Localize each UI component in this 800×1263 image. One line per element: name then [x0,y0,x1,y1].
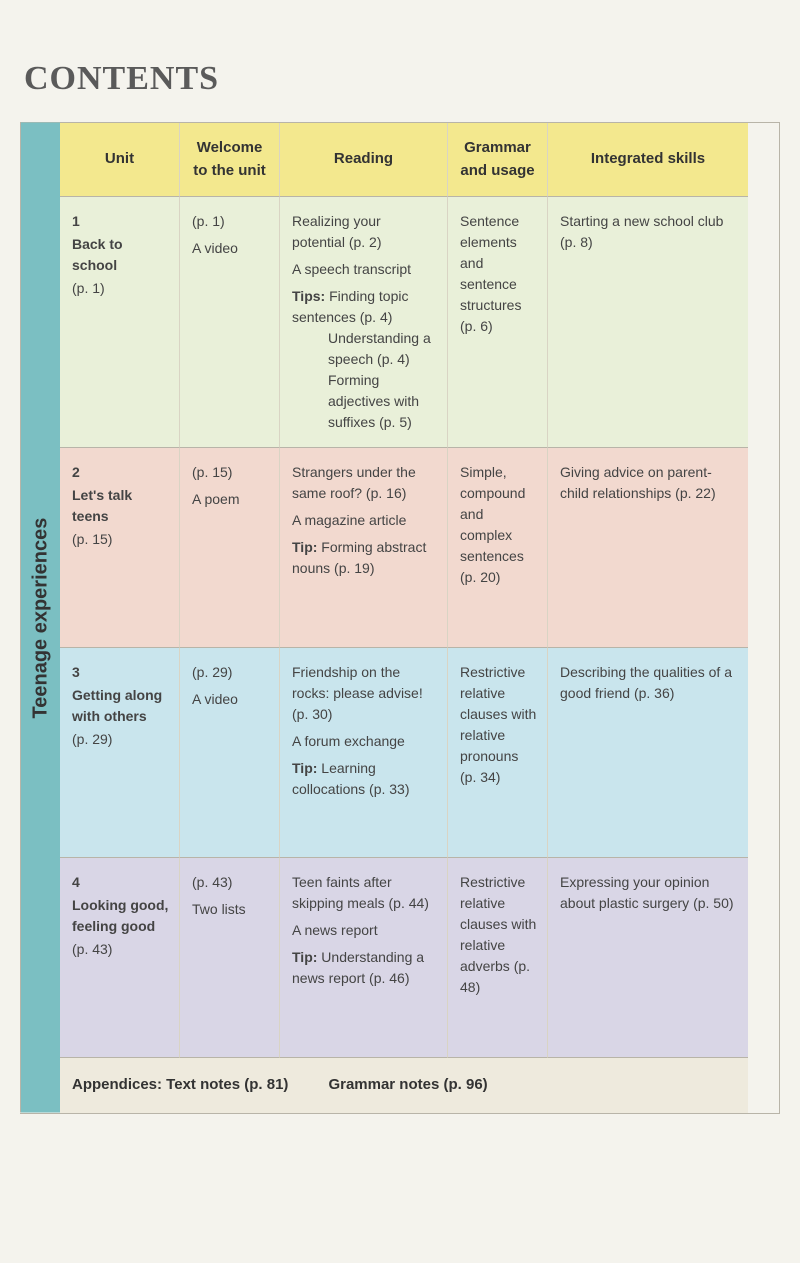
page: CONTENTS Teenage experiences Unit Welcom… [0,0,800,1154]
section-sidebar: Teenage experiences [20,123,60,1113]
welcome-page: (p. 43) [192,872,269,893]
reading-cell: Friendship on the rocks: please advise! … [280,648,448,858]
unit-name: Looking good, feeling good [72,897,168,934]
grammar-cell: Restrictive relative clauses with relati… [448,858,548,1058]
unit-number: 3 [72,662,169,683]
header-skills: Integrated skills [548,123,748,197]
grammar-cell: Restrictive relative clauses with relati… [448,648,548,858]
welcome-page: (p. 29) [192,662,269,683]
reading-cell: Realizing your potential (p. 2) A speech… [280,197,448,448]
welcome-cell: (p. 29) A video [180,648,280,858]
unit-cell: 4 Looking good, feeling good (p. 43) [60,858,180,1058]
unit-page: (p. 15) [72,529,169,550]
reading-sub: A speech transcript [292,259,437,280]
appendix-text-notes: Appendices: Text notes (p. 81) [72,1074,288,1097]
welcome-page: (p. 1) [192,211,269,232]
unit-number: 1 [72,211,169,232]
reading-sub: A news report [292,920,437,941]
skills-cell: Giving advice on parent-child relationsh… [548,448,748,648]
tips-label: Tip: [292,539,317,555]
reading-title: Teen faints after skipping meals (p. 44) [292,872,437,914]
welcome-desc: A poem [192,491,239,507]
grammar-cell: Simple, compound and complex sentences (… [448,448,548,648]
tips-label: Tip: [292,760,317,776]
welcome-desc: A video [192,691,238,707]
header-grammar: Grammar and usage [448,123,548,197]
unit-number: 2 [72,462,169,483]
appendix-grammar-notes: Grammar notes (p. 96) [328,1074,487,1097]
reading-sub: A forum exchange [292,731,437,752]
welcome-cell: (p. 15) A poem [180,448,280,648]
header-unit: Unit [60,123,180,197]
reading-cell: Strangers under the same roof? (p. 16) A… [280,448,448,648]
welcome-desc: A video [192,240,238,256]
reading-title: Strangers under the same roof? (p. 16) [292,462,437,504]
unit-cell: 1 Back to school (p. 1) [60,197,180,448]
unit-page: (p. 29) [72,729,169,750]
skills-cell: Starting a new school club (p. 8) [548,197,748,448]
header-welcome: Welcome to the unit [180,123,280,197]
reading-title: Friendship on the rocks: please advise! … [292,662,437,725]
appendix-row: Appendices: Text notes (p. 81) Grammar n… [60,1058,748,1113]
unit-cell: 3 Getting along with others (p. 29) [60,648,180,858]
unit-name: Getting along with others [72,687,162,724]
unit-page: (p. 1) [72,278,169,299]
grammar-cell: Sentence elements and sentence structure… [448,197,548,448]
skills-cell: Expressing your opinion about plastic su… [548,858,748,1058]
welcome-cell: (p. 43) Two lists [180,858,280,1058]
reading-cell: Teen faints after skipping meals (p. 44)… [280,858,448,1058]
skills-cell: Describing the qualities of a good frien… [548,648,748,858]
unit-page: (p. 43) [72,939,169,960]
tips-label: Tip: [292,949,317,965]
unit-name: Let's talk teens [72,487,132,524]
contents-table: Teenage experiences Unit Welcome to the … [20,122,780,1114]
welcome-page: (p. 15) [192,462,269,483]
unit-number: 4 [72,872,169,893]
reading-sub: A magazine article [292,510,437,531]
unit-cell: 2 Let's talk teens (p. 15) [60,448,180,648]
page-title: CONTENTS [24,60,780,98]
unit-name: Back to school [72,236,123,273]
reading-title: Realizing your potential (p. 2) [292,211,437,253]
tips-label: Tips: [292,288,325,304]
welcome-cell: (p. 1) A video [180,197,280,448]
tip-line: Forming adjectives with suffixes (p. 5) [292,370,437,433]
tip-line: Understanding a speech (p. 4) [292,328,437,370]
welcome-desc: Two lists [192,901,246,917]
header-reading: Reading [280,123,448,197]
